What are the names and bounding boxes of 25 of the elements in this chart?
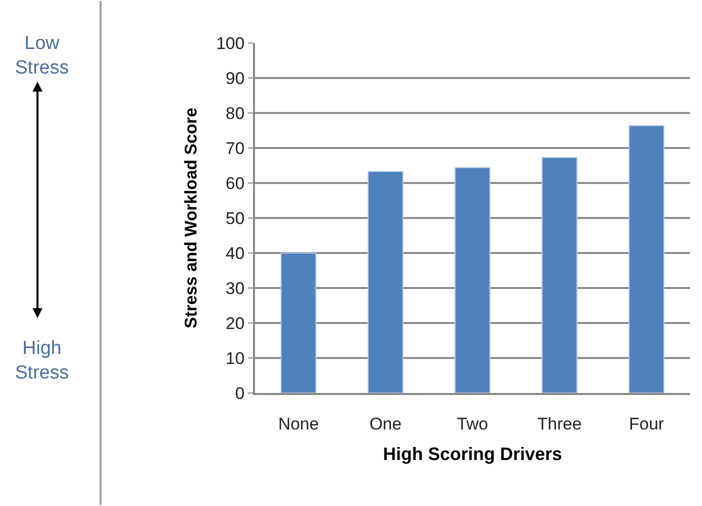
bar (454, 167, 490, 393)
y-tick-label: 20 (226, 314, 245, 333)
text: Low Stress (15, 33, 69, 79)
y-tick-label: 0 (235, 384, 245, 403)
x-tick-label: Four (629, 414, 664, 434)
x-axis-title: High Scoring Drivers (382, 444, 562, 464)
y-tick-label: 70 (226, 138, 245, 158)
bar (542, 156, 578, 393)
bar (280, 252, 316, 393)
x-tick-label: None (278, 414, 319, 434)
y-axis-title: Stress and Workload Score (181, 108, 200, 328)
x-tick-label: One (369, 414, 402, 434)
text: High Stress (15, 338, 69, 384)
y-tick-label: 30 (226, 278, 245, 298)
y-tick-label: 50 (226, 208, 245, 228)
bar (628, 125, 664, 393)
y-tick-label: 40 (226, 244, 245, 263)
bar (368, 170, 404, 393)
y-tick-label: 80 (226, 104, 245, 123)
x-tick-label: Two (456, 414, 488, 434)
x-tick-label: Three (537, 414, 582, 434)
y-tick-label: 100 (216, 34, 245, 53)
y-tick-label: 90 (226, 68, 245, 88)
y-tick-label: 60 (226, 174, 245, 193)
y-tick-label: 10 (226, 348, 245, 368)
